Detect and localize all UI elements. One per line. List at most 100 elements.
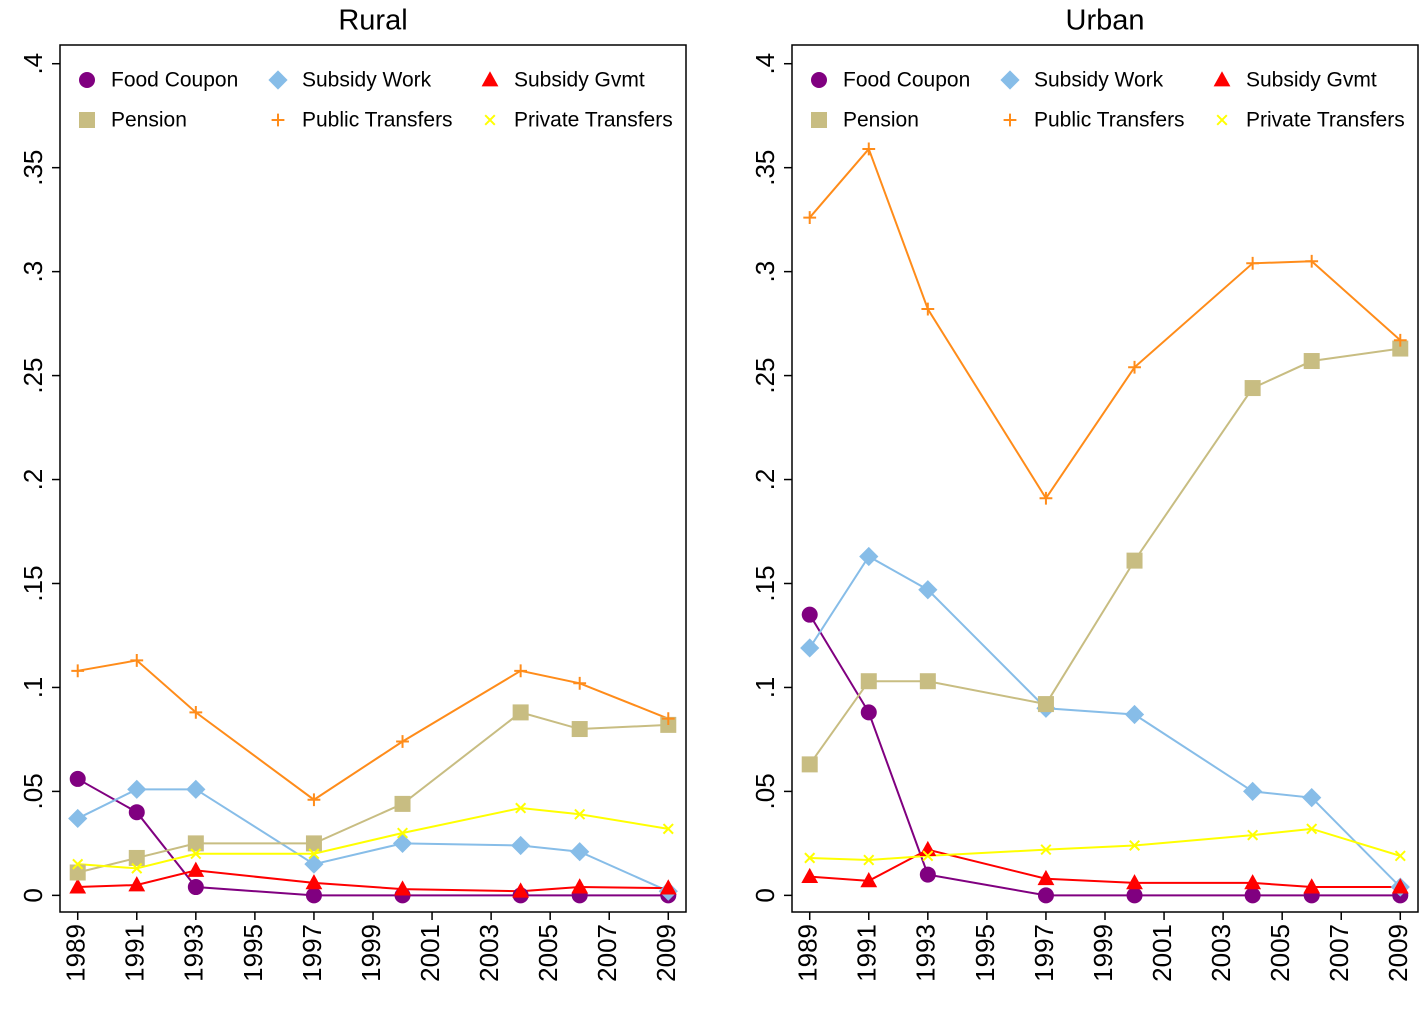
marker bbox=[511, 835, 531, 856]
marker bbox=[130, 654, 144, 667]
marker bbox=[1303, 878, 1321, 894]
y-tick-label: .3 bbox=[750, 261, 780, 283]
marker bbox=[804, 852, 816, 864]
x-tick-label: 1991 bbox=[120, 924, 150, 982]
x-tick-label: 1999 bbox=[356, 924, 386, 982]
marker bbox=[397, 827, 409, 839]
series-line bbox=[809, 827, 1401, 862]
marker bbox=[394, 795, 411, 812]
marker bbox=[1393, 333, 1407, 347]
marker bbox=[307, 793, 321, 807]
marker bbox=[1124, 704, 1145, 725]
series-line bbox=[77, 659, 669, 801]
marker bbox=[919, 866, 936, 883]
marker bbox=[1302, 788, 1322, 808]
marker bbox=[305, 874, 323, 890]
series-line bbox=[808, 555, 1401, 888]
legend-marker bbox=[79, 112, 95, 128]
x-tick-label: 1993 bbox=[911, 924, 941, 982]
legend-label: Private Transfers bbox=[1246, 109, 1405, 132]
marker bbox=[512, 882, 530, 898]
x-tick-label: 1991 bbox=[852, 924, 882, 982]
marker bbox=[574, 808, 586, 820]
marker bbox=[921, 302, 935, 316]
legend-label: Subsidy Work bbox=[1034, 69, 1164, 92]
y-tick-label: 0 bbox=[18, 888, 48, 902]
y-tick-label: .25 bbox=[18, 358, 48, 394]
marker bbox=[1244, 380, 1261, 397]
marker bbox=[860, 704, 877, 721]
marker bbox=[392, 833, 413, 853]
plot-frame bbox=[59, 44, 687, 913]
marker bbox=[1126, 552, 1143, 569]
marker bbox=[512, 704, 529, 721]
marker bbox=[1306, 823, 1318, 835]
marker bbox=[1392, 340, 1409, 357]
marker bbox=[863, 854, 875, 866]
x-tick-label: 1995 bbox=[238, 924, 268, 982]
x-tick-label: 1989 bbox=[61, 924, 91, 982]
y-tick-label: .4 bbox=[750, 53, 780, 75]
marker bbox=[72, 858, 84, 870]
marker bbox=[661, 712, 675, 726]
marker bbox=[571, 721, 588, 738]
legend-marker bbox=[268, 70, 288, 90]
marker bbox=[71, 664, 85, 678]
series-line bbox=[808, 614, 1401, 897]
marker bbox=[128, 804, 145, 821]
marker bbox=[1037, 869, 1055, 886]
marker bbox=[187, 879, 204, 896]
x-tick-label: 2009 bbox=[1383, 924, 1413, 982]
marker bbox=[860, 673, 877, 690]
marker bbox=[128, 876, 146, 892]
x-tick-label: 1999 bbox=[1088, 924, 1118, 982]
series-line bbox=[809, 848, 1401, 889]
marker bbox=[187, 861, 205, 877]
marker bbox=[187, 835, 204, 852]
panel-title: Urban bbox=[1066, 5, 1145, 37]
y-tick-label: .35 bbox=[750, 150, 780, 186]
legend-label: Public Transfers bbox=[1034, 109, 1185, 132]
marker bbox=[308, 848, 320, 860]
marker bbox=[1126, 887, 1143, 904]
marker bbox=[919, 840, 937, 857]
y-tick-label: .25 bbox=[750, 358, 780, 394]
marker bbox=[1039, 491, 1053, 505]
x-tick-label: 1995 bbox=[970, 924, 1000, 982]
y-tick-label: .05 bbox=[750, 773, 780, 809]
marker bbox=[1391, 878, 1409, 894]
marker bbox=[1243, 781, 1263, 802]
marker bbox=[1305, 254, 1319, 268]
marker bbox=[571, 878, 589, 894]
y-tick-label: .2 bbox=[18, 469, 48, 491]
marker bbox=[1129, 839, 1141, 851]
x-tick-label: 2001 bbox=[1147, 924, 1177, 982]
y-tick-label: .15 bbox=[18, 565, 48, 601]
legend-label: Public Transfers bbox=[302, 109, 453, 132]
legend-label: Private Transfers bbox=[514, 109, 673, 132]
marker bbox=[305, 887, 322, 904]
marker bbox=[515, 802, 527, 814]
marker bbox=[1037, 887, 1054, 904]
marker bbox=[69, 878, 87, 894]
y-tick-label: .1 bbox=[750, 677, 780, 699]
legend-marker bbox=[1216, 114, 1228, 126]
legend-label: Pension bbox=[111, 109, 187, 132]
y-tick-label: .05 bbox=[18, 773, 48, 809]
marker bbox=[801, 867, 819, 884]
y-tick-label: .1 bbox=[18, 677, 48, 699]
y-tick-label: .4 bbox=[18, 53, 48, 75]
x-tick-label: 2005 bbox=[1265, 924, 1295, 982]
x-tick-label: 2003 bbox=[1206, 924, 1236, 982]
x-tick-label: 2007 bbox=[592, 924, 622, 982]
series-line bbox=[808, 347, 1401, 765]
y-tick-label: .3 bbox=[18, 261, 48, 283]
marker bbox=[862, 142, 876, 156]
marker bbox=[131, 862, 143, 874]
x-tick-label: 2007 bbox=[1324, 924, 1354, 982]
marker bbox=[1037, 696, 1054, 713]
marker bbox=[801, 606, 818, 623]
marker bbox=[573, 676, 587, 690]
x-tick-label: 1997 bbox=[297, 924, 327, 982]
